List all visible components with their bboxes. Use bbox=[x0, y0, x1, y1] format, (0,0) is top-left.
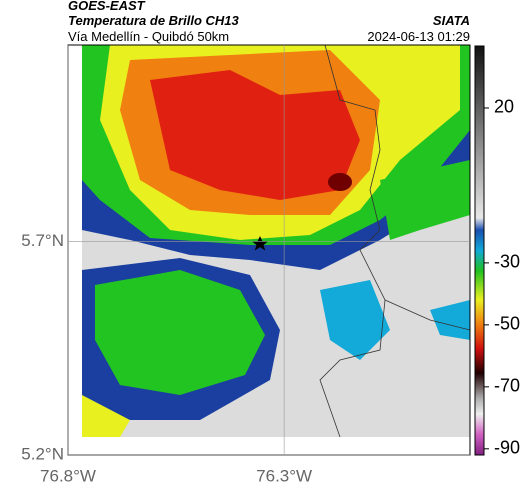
colorbar-tick-label: -30 bbox=[494, 252, 520, 272]
x-tick-label: 76.8°W bbox=[40, 466, 96, 485]
region: Vía Medellín - Quibdó 50km bbox=[68, 29, 229, 44]
colorbar-tick-label: 20 bbox=[494, 97, 514, 117]
x-tick-label: 76.3°W bbox=[256, 466, 312, 485]
colorbar-tick-label: -50 bbox=[494, 314, 520, 334]
datetime: 2024-06-13 01:29 bbox=[367, 29, 470, 44]
title: GOES-EAST bbox=[68, 0, 146, 13]
satellite-image bbox=[82, 45, 470, 437]
y-tick-label: 5.7°N bbox=[21, 231, 64, 250]
colorbar-tick-label: -70 bbox=[494, 376, 520, 396]
colorbar bbox=[474, 45, 485, 456]
y-tick-label: 5.2°N bbox=[21, 444, 64, 463]
source: SIATA bbox=[433, 13, 470, 28]
colorbar-tick-label: -90 bbox=[494, 438, 520, 458]
subtitle: Temperatura de Brillo CH13 bbox=[68, 13, 240, 28]
location-star bbox=[252, 236, 268, 251]
